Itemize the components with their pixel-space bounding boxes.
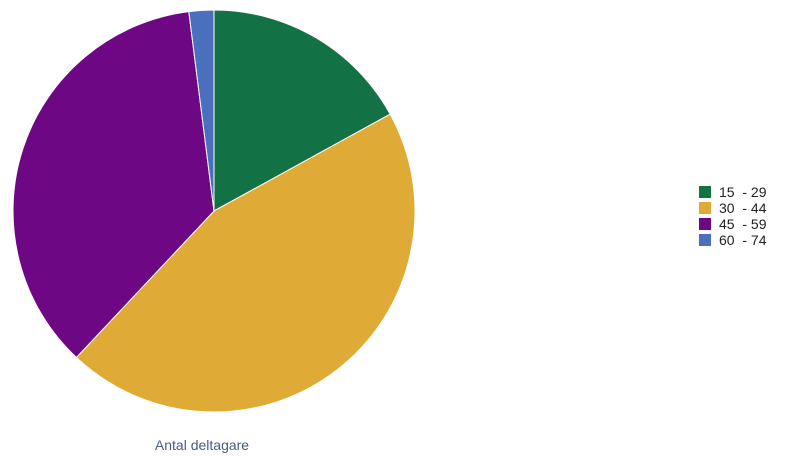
- legend-swatch-0: [699, 186, 711, 198]
- legend-label-0: 15 - 29: [719, 184, 767, 200]
- chart-caption: Antal deltagare: [154, 437, 250, 453]
- legend-item-0: 15 - 29: [699, 184, 766, 200]
- legend-label-1: 30 - 44: [719, 200, 767, 216]
- pie-slice-2: [12, 11, 215, 359]
- legend-item-2: 45 - 59: [699, 216, 766, 232]
- pie-slice-1: [75, 113, 416, 413]
- legend-label-2: 45 - 59: [719, 216, 767, 232]
- legend-swatch-1: [699, 202, 711, 214]
- pie-slice-3: [188, 9, 215, 212]
- legend-item-1: 30 - 44: [699, 200, 766, 216]
- legend-swatch-2: [699, 218, 711, 230]
- legend-label-3: 60 - 74: [719, 232, 767, 248]
- legend-item-3: 60 - 74: [699, 232, 766, 248]
- legend-swatch-3: [699, 234, 711, 246]
- chart-legend: 15 - 29 30 - 44 45 - 59 60 - 74: [699, 184, 766, 248]
- pie-slice-0: [213, 9, 391, 212]
